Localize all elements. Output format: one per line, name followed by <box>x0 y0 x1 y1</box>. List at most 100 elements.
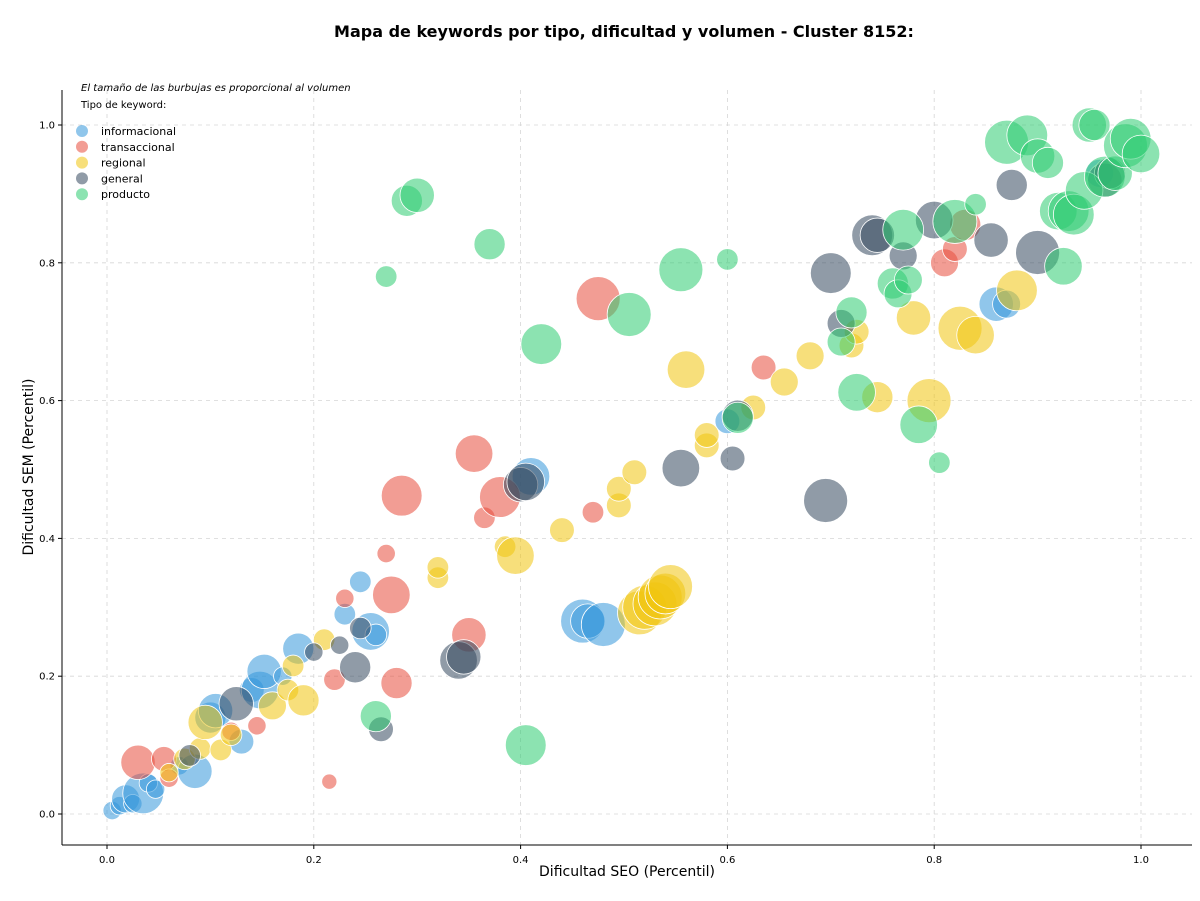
bubble-producto <box>964 193 987 216</box>
bubble-producto <box>716 248 739 271</box>
bubble-transaccional <box>120 744 156 780</box>
bubble-producto <box>504 724 547 766</box>
bubble-general <box>995 168 1028 201</box>
bubble-regional <box>795 341 825 371</box>
x-tick-label: 1.0 <box>1133 855 1149 866</box>
bubble-regional <box>621 459 648 486</box>
bubble-producto <box>932 199 978 244</box>
y-tick-label: 0.0 <box>39 810 55 821</box>
bubble-general <box>809 252 852 294</box>
bubble-general <box>218 686 254 722</box>
bubble-regional <box>187 704 223 740</box>
x-tick-label: 0.8 <box>926 855 942 866</box>
legend-label-general: general <box>101 172 143 185</box>
bubble-producto <box>359 700 392 733</box>
bubble-producto <box>882 208 924 251</box>
bubble-transaccional <box>372 575 411 615</box>
plot-area <box>102 107 1161 821</box>
bubble-transaccional <box>380 667 413 700</box>
legend-title: Tipo de keyword: <box>80 100 166 111</box>
bubble-producto <box>899 405 938 444</box>
bubble-producto <box>520 323 563 365</box>
y-tick-label: 0.6 <box>39 396 55 407</box>
legend-note: El tamaño de las burbujas es proporciona… <box>81 83 351 94</box>
bubble-regional <box>281 654 305 678</box>
bubble-regional <box>895 300 932 336</box>
bubble-producto <box>399 177 435 213</box>
bubble-general <box>973 222 1009 258</box>
bubble-informacional <box>349 570 372 594</box>
bubble-producto <box>473 228 506 261</box>
bubble-regional <box>956 315 995 355</box>
bubble-regional <box>159 763 179 783</box>
bubble-transaccional <box>750 354 777 381</box>
legend-marker-regional <box>76 156 88 169</box>
bubble-producto <box>1078 109 1111 142</box>
bubble-regional <box>426 556 450 579</box>
bubble-producto <box>835 296 868 329</box>
bubble-producto <box>374 265 398 288</box>
bubble-general <box>178 744 201 767</box>
y-tick-label: 1.0 <box>39 121 55 132</box>
bubble-producto <box>606 292 652 337</box>
bubble-general <box>719 445 746 472</box>
legend-marker-producto <box>76 188 88 201</box>
bubble-general <box>330 635 350 655</box>
y-tick-label: 0.8 <box>39 258 55 269</box>
bubble-regional <box>287 684 320 717</box>
bubble-producto <box>1031 146 1064 179</box>
bubble-transaccional <box>454 434 494 473</box>
y-tick-label: 0.4 <box>39 534 55 545</box>
bubble-regional <box>693 422 720 448</box>
bubble-producto <box>1044 247 1083 286</box>
bubble-producto <box>721 401 754 434</box>
bubble-regional <box>549 517 575 543</box>
bubble-transaccional <box>581 501 605 524</box>
x-tick-label: 0.2 <box>306 855 322 866</box>
bubble-producto <box>658 247 704 293</box>
x-tick-label: 0.6 <box>719 855 735 866</box>
bubble-general <box>661 448 701 488</box>
y-tick-label: 0.2 <box>39 672 55 683</box>
bubble-transaccional <box>247 716 267 736</box>
bubble-general <box>349 616 372 640</box>
legend-label-producto: producto <box>101 188 150 201</box>
bubble-transaccional <box>321 773 338 790</box>
bubble-informacional <box>145 779 166 799</box>
bubble-general <box>803 478 849 523</box>
x-axis-label: Dificultad SEO (Percentil) <box>539 864 715 880</box>
bubble-general <box>339 651 372 684</box>
bubble-regional <box>769 367 799 397</box>
bubble-regional <box>258 691 287 721</box>
bubble-general <box>446 639 482 675</box>
legend-label-informacional: informacional <box>101 125 176 138</box>
bubble-regional <box>606 475 632 502</box>
bubble-regional <box>996 269 1038 312</box>
bubble-producto <box>837 373 876 412</box>
axis-ticks: 0.0 0.2 0.4 0.6 0.8 1.0 0.0 0.2 0.4 0.6 0.8 1.0 <box>39 121 1149 867</box>
legend-marker-transaccional <box>76 140 88 153</box>
legend-label-regional: regional <box>101 157 146 170</box>
bubble-transaccional <box>335 588 355 608</box>
x-tick-label: 0.4 <box>513 855 529 866</box>
x-tick-label: 0.0 <box>99 855 115 866</box>
legend-marker-informacional <box>76 125 88 137</box>
bubble-regional <box>648 564 693 610</box>
legend: El tamaño de las burbujas es proporciona… <box>76 83 351 201</box>
bubble-producto <box>928 451 951 474</box>
bubble-general <box>304 642 324 662</box>
bubble-producto <box>826 327 856 357</box>
bubble-producto <box>893 265 923 295</box>
bubble-regional <box>496 536 535 575</box>
bubble-regional <box>666 350 706 389</box>
bubble-producto <box>1121 134 1161 174</box>
bubble-transaccional <box>376 543 396 564</box>
bubble-general <box>506 462 545 502</box>
legend-marker-general <box>76 172 88 185</box>
chart-title: Mapa de keywords por tipo, dificultad y … <box>334 22 914 41</box>
bubble-regional <box>219 723 243 746</box>
legend-label-transaccional: transaccional <box>101 141 175 154</box>
bubble-transaccional <box>380 474 423 517</box>
legend-entries: informacional transaccional regional genera… <box>76 125 176 201</box>
